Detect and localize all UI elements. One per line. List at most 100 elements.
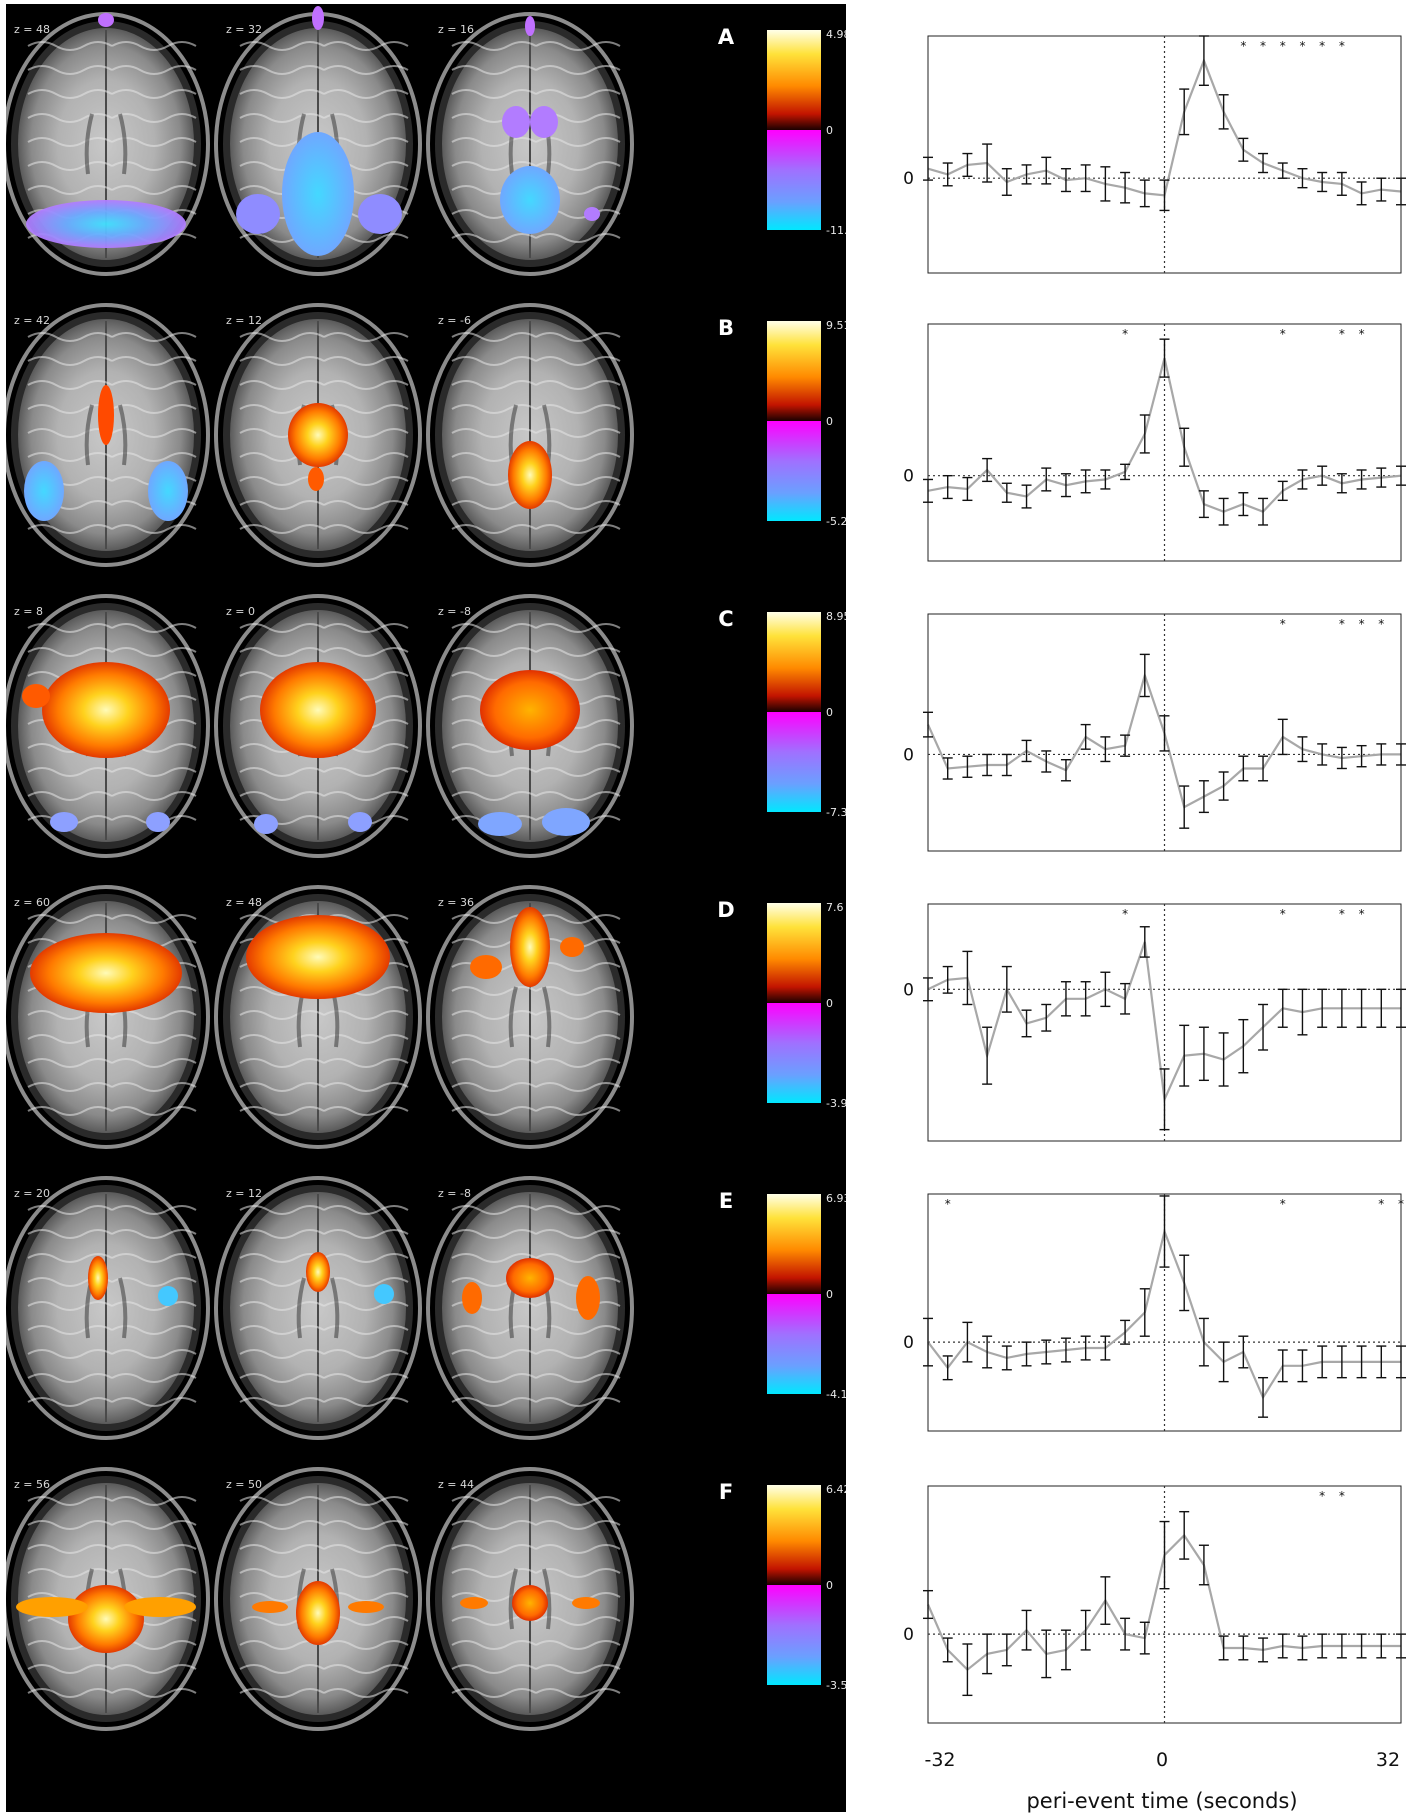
time-course-svg: 0* * * * * *0* * * *0* * * *0* * * *0* * * *0* * -32 0 32 … (903, 35, 1406, 1813)
gyri-left (27, 1664, 113, 1674)
gyri-left (27, 452, 113, 462)
activation-cluster (246, 915, 390, 999)
activation-cluster (348, 812, 372, 832)
gyri-left (451, 1544, 537, 1554)
y-zero-label: 0 (903, 745, 914, 765)
gyri-left (239, 113, 325, 123)
gyri-left (239, 1496, 325, 1506)
time-course-f: 0 * * (903, 1485, 1406, 1724)
plot-frame (927, 35, 1402, 274)
colorbar-min-label: -3.58 (826, 1679, 846, 1692)
gyri-left (27, 41, 113, 51)
significance-marker: * (1319, 1489, 1325, 1503)
activation-cluster (512, 1585, 548, 1621)
gyri-left (451, 1520, 537, 1530)
activation-cluster (282, 132, 354, 256)
significance-marker: * (1280, 617, 1286, 631)
activation-cluster (42, 662, 170, 758)
gyri-left (239, 1397, 325, 1407)
skull-outline (6, 594, 210, 858)
colorbar-min-label: -3.93 (826, 1097, 846, 1110)
gyri-right (323, 1205, 409, 1215)
significance-marker: * (1280, 1197, 1286, 1211)
x-tick-max: 32 (1376, 1749, 1400, 1771)
colorbar-min-label: -4.19 (826, 1388, 846, 1401)
activation-cluster (462, 1282, 482, 1314)
gyri-right (111, 1253, 197, 1263)
gyri-right (111, 1373, 197, 1383)
colorbar-zero-label: 0 (826, 1288, 833, 1301)
gyri-right (111, 41, 197, 51)
gyri-right (535, 986, 621, 996)
significance-marker: * (1319, 39, 1325, 53)
brain-slice (6, 594, 210, 858)
activation-cluster (98, 13, 114, 27)
gyri-right (535, 1349, 621, 1359)
activation-cluster (24, 461, 64, 521)
slice-label: z = 48 (14, 23, 50, 36)
gyri-left (451, 1082, 537, 1092)
gyri-left (239, 1349, 325, 1359)
gyri-right (323, 767, 409, 777)
significance-marker: * (1359, 617, 1365, 631)
colorbar-zero-label: 0 (826, 415, 833, 428)
activation-cluster (478, 812, 522, 836)
skull-outline (426, 12, 634, 276)
gyri-right (535, 791, 621, 801)
gyri-right (111, 1277, 197, 1287)
activation-cluster (500, 166, 560, 234)
gyri-left (239, 1520, 325, 1530)
gyri-right (535, 1106, 621, 1116)
panel-letter: B (718, 316, 734, 340)
gyri-right (323, 1397, 409, 1407)
gyri-left (239, 623, 325, 633)
x-tick-zero: 0 (1156, 1749, 1168, 1771)
gyri-right (535, 914, 621, 924)
significance-marker: * (1359, 327, 1365, 341)
brain-slices-svg: z = 48 z = 32 z = 16 A 4.98 0 -11.1 z = 42 z = 1… (6, 6, 846, 1731)
ventricles (508, 1568, 552, 1630)
gyri-right (323, 1349, 409, 1359)
gyri-left (451, 1373, 537, 1383)
gyri-right (535, 1496, 621, 1506)
gyri-right (535, 356, 621, 366)
gyri-left (451, 1664, 537, 1674)
gyri-right (323, 1106, 409, 1116)
colorbar-max-label: 6.42 (826, 1483, 846, 1496)
slice-label: z = 20 (14, 1187, 50, 1200)
gyri-left (239, 1010, 325, 1020)
skull-outline (214, 303, 422, 567)
slice-label: z = 0 (226, 605, 255, 618)
significance-marker: * (1240, 39, 1246, 53)
significance-marker: * (1280, 327, 1286, 341)
activation-cluster (584, 207, 600, 221)
significance-marker: * (1339, 907, 1345, 921)
gyri-left (27, 137, 113, 147)
gyri-left (239, 380, 325, 390)
activation-cluster (252, 1601, 288, 1613)
slice-label: z = 56 (14, 1478, 50, 1491)
time-course-a: 0 * * * * * * (903, 35, 1406, 274)
colorbar-zero-label: 0 (826, 124, 833, 137)
gyri-right (111, 791, 197, 801)
gyri-left (239, 356, 325, 366)
colorbar (767, 903, 821, 1103)
gyri-right (535, 89, 621, 99)
gyri-left (239, 1253, 325, 1263)
activation-cluster (374, 1284, 394, 1304)
gyri-left (239, 1106, 325, 1116)
gyri-left (239, 1325, 325, 1335)
x-axis-label: peri-event time (seconds) (1026, 1789, 1297, 1813)
gyri-left (239, 767, 325, 777)
panel-letter: C (718, 607, 733, 631)
gyri-right (535, 1205, 621, 1215)
significance-marker: * (1398, 1197, 1404, 1211)
significance-marker: * (1339, 617, 1345, 631)
gyri-left (239, 815, 325, 825)
gyri-right (323, 500, 409, 510)
gyri-left (27, 1034, 113, 1044)
gyri-right (535, 1058, 621, 1068)
gyri-right (535, 1229, 621, 1239)
ventricles (84, 404, 128, 466)
slice-label: z = -6 (438, 314, 471, 327)
